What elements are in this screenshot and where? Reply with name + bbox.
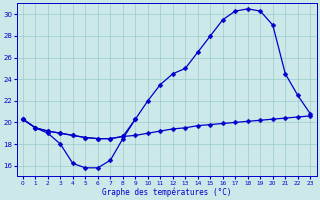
X-axis label: Graphe des températures (°C): Graphe des températures (°C) xyxy=(102,187,231,197)
